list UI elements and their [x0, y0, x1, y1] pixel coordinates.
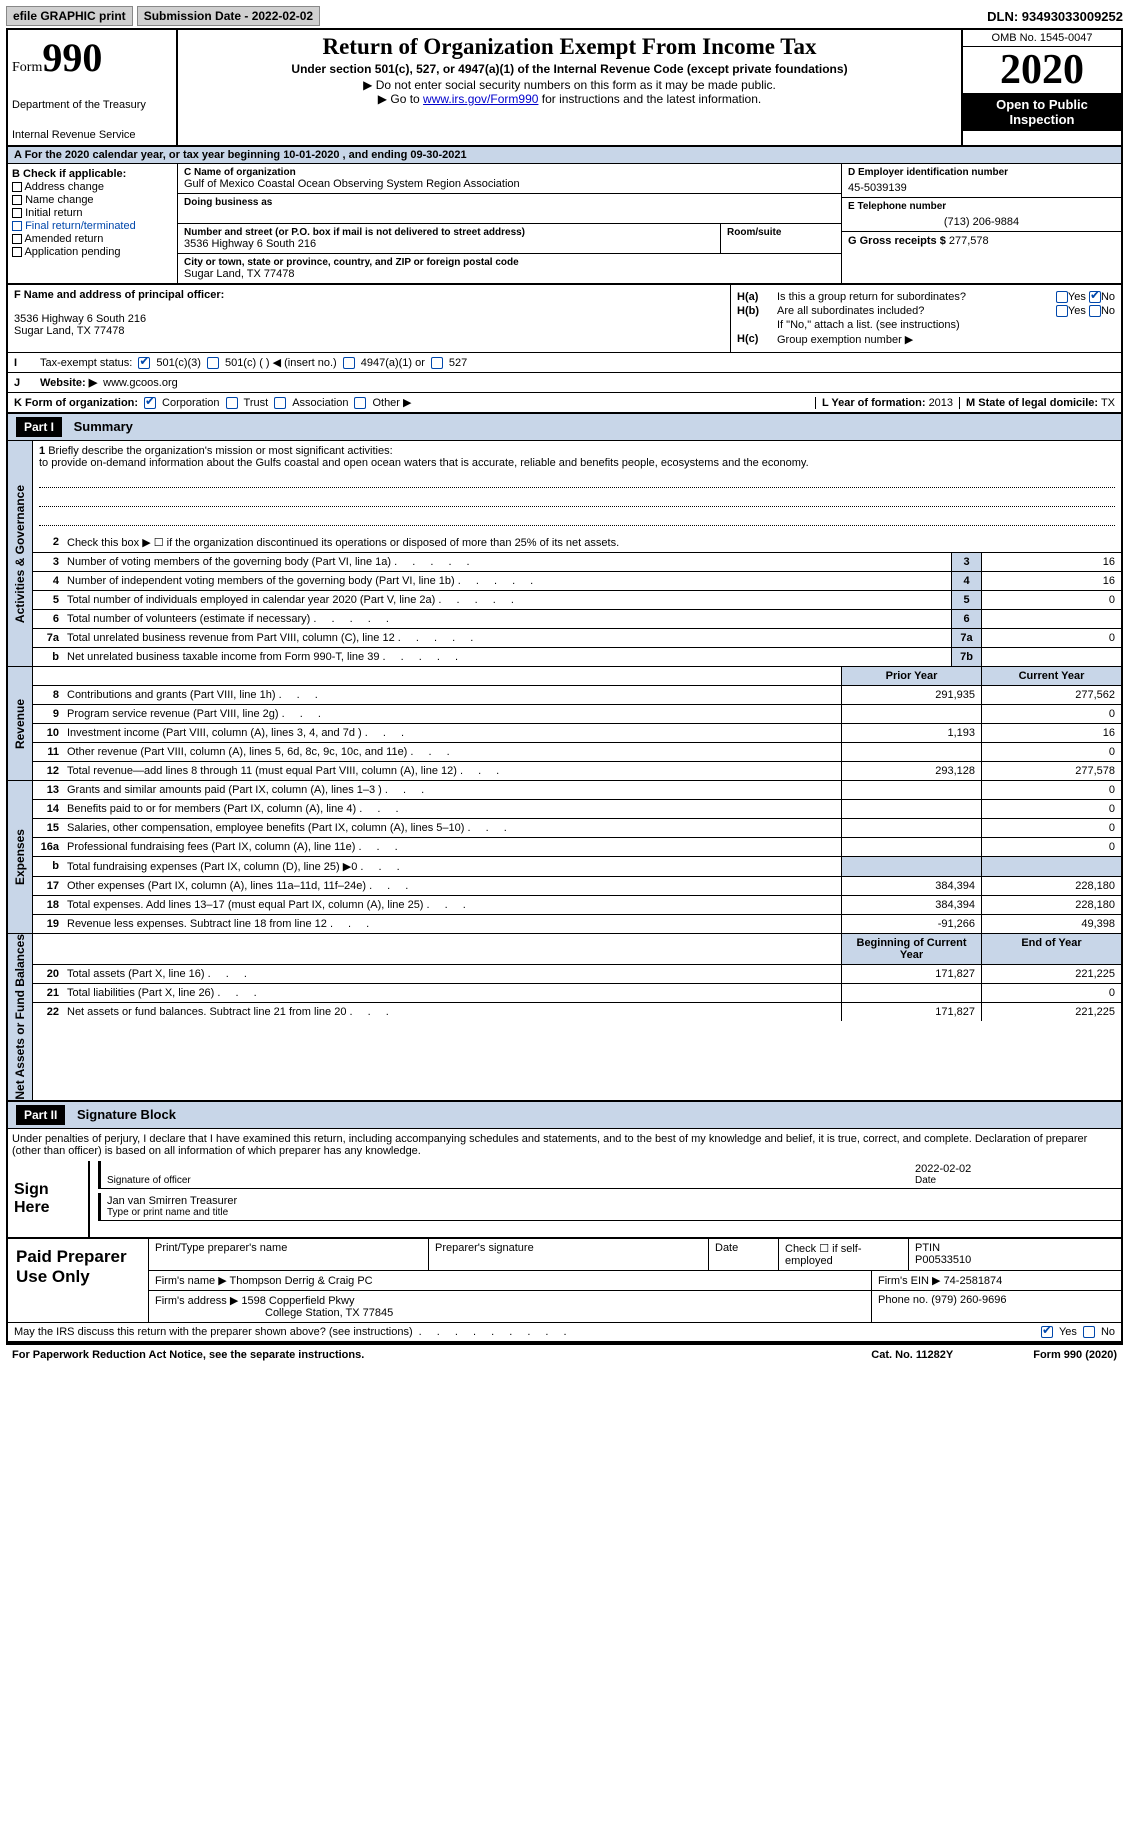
city-state: City or town, state or province, country…	[178, 254, 841, 283]
tax-year: 2020	[963, 47, 1121, 93]
org-form-row: K Form of organization: Corporation Trus…	[8, 393, 1121, 414]
rev-lines-8: 8Contributions and grants (Part VIII, li…	[33, 686, 1121, 705]
public-inspection: Open to Public Inspection	[963, 93, 1121, 131]
gov-line-4: 4Number of independent voting members of…	[33, 572, 1121, 591]
exp-lines-b: bTotal fundraising expenses (Part IX, co…	[33, 857, 1121, 877]
street-address: Number and street (or P.O. box if mail i…	[178, 224, 841, 254]
org-name: C Name of organization Gulf of Mexico Co…	[178, 164, 841, 194]
exp-lines-18: 18Total expenses. Add lines 13–17 (must …	[33, 896, 1121, 915]
dba: Doing business as	[178, 194, 841, 224]
discuss-row: May the IRS discuss this return with the…	[8, 1322, 1121, 1343]
form-number: Form990	[12, 34, 172, 81]
dept-treasury: Department of the Treasury	[12, 99, 172, 111]
exp-lines-15: 15Salaries, other compensation, employee…	[33, 819, 1121, 838]
part2-header: Part II Signature Block	[8, 1102, 1121, 1129]
gov-line-7a: 7aTotal unrelated business revenue from …	[33, 629, 1121, 648]
rev-lines-12: 12Total revenue—add lines 8 through 11 (…	[33, 762, 1121, 780]
preparer-row2: Firm's name ▶ Thompson Derrig & Craig PC…	[148, 1271, 1121, 1291]
tax-period: A For the 2020 calendar year, or tax yea…	[8, 147, 1121, 164]
top-bar: efile GRAPHIC print Submission Date - 20…	[6, 6, 1123, 26]
submission-date: Submission Date - 2022-02-02	[137, 6, 320, 26]
gov-line-3: 3Number of voting members of the governi…	[33, 553, 1121, 572]
exp-lines-19: 19Revenue less expenses. Subtract line 1…	[33, 915, 1121, 933]
mission-section: 1 Briefly describe the organization's mi…	[33, 441, 1121, 533]
tax-exempt-status: I Tax-exempt status: 501(c)(3) 501(c) ( …	[8, 353, 1121, 373]
ssn-note: ▶ Do not enter social security numbers o…	[182, 78, 957, 92]
goto-note: ▶ Go to www.irs.gov/Form990 for instruct…	[182, 92, 957, 106]
side-governance: Activities & Governance	[8, 441, 33, 666]
part1-header: Part I Summary	[8, 414, 1121, 441]
principal-officer: F Name and address of principal officer:…	[8, 285, 731, 352]
form-title: Return of Organization Exempt From Incom…	[182, 34, 957, 60]
exp-lines-16a: 16aProfessional fundraising fees (Part I…	[33, 838, 1121, 857]
irs-link[interactable]: www.irs.gov/Form990	[423, 92, 538, 106]
side-revenue: Revenue	[8, 667, 33, 780]
efile-print-button[interactable]: efile GRAPHIC print	[6, 6, 133, 26]
omb-number: OMB No. 1545-0047	[963, 30, 1121, 47]
box-b: B Check if applicable: Address change Na…	[8, 164, 178, 283]
form-subtitle: Under section 501(c), 527, or 4947(a)(1)…	[182, 62, 957, 76]
gov-line-b: bNet unrelated business taxable income f…	[33, 648, 1121, 666]
paid-preparer-label: Paid Preparer Use Only	[8, 1239, 148, 1322]
website-row: J Website: ▶ www.gcoos.org	[8, 373, 1121, 393]
rev-lines-11: 11Other revenue (Part VIII, column (A), …	[33, 743, 1121, 762]
line-2: 2Check this box ▶ ☐ if the organization …	[33, 533, 1121, 553]
gross-receipts: G Gross receipts $ 277,578	[842, 232, 1121, 250]
rev-lines-9: 9Program service revenue (Part VIII, lin…	[33, 705, 1121, 724]
irs-label: Internal Revenue Service	[12, 129, 172, 141]
form-990: Form990 Department of the Treasury Inter…	[6, 28, 1123, 1345]
officer-signature: Signature of officer 2022-02-02Date	[98, 1161, 1121, 1189]
rev-lines-10: 10Investment income (Part VIII, column (…	[33, 724, 1121, 743]
preparer-row1: Print/Type preparer's name Preparer's si…	[148, 1239, 1121, 1271]
officer-name: Jan van Smirren TreasurerType or print n…	[98, 1193, 1121, 1221]
gov-line-6: 6Total number of volunteers (estimate if…	[33, 610, 1121, 629]
sign-here-label: Sign Here	[8, 1161, 88, 1237]
net-lines-22: 22Net assets or fund balances. Subtract …	[33, 1003, 1121, 1021]
dln-number: DLN: 93493033009252	[987, 9, 1123, 24]
exp-lines-17: 17Other expenses (Part IX, column (A), l…	[33, 877, 1121, 896]
net-lines-20: 20Total assets (Part X, line 16) . . .17…	[33, 965, 1121, 984]
phone: E Telephone number (713) 206-9884	[842, 198, 1121, 232]
website-url: www.gcoos.org	[103, 377, 178, 389]
exp-lines-13: 13Grants and similar amounts paid (Part …	[33, 781, 1121, 800]
ein: D Employer identification number 45-5039…	[842, 164, 1121, 198]
side-expenses: Expenses	[8, 781, 33, 933]
signature-declaration: Under penalties of perjury, I declare th…	[8, 1129, 1121, 1161]
page-footer: For Paperwork Reduction Act Notice, see …	[6, 1345, 1123, 1365]
preparer-row3: Firm's address ▶ 1598 Copperfield PkwyCo…	[148, 1291, 1121, 1322]
box-h: H(a) Is this a group return for subordin…	[731, 285, 1121, 352]
side-netassets: Net Assets or Fund Balances	[8, 934, 33, 1100]
exp-lines-14: 14Benefits paid to or for members (Part …	[33, 800, 1121, 819]
gov-line-5: 5Total number of individuals employed in…	[33, 591, 1121, 610]
net-lines-21: 21Total liabilities (Part X, line 26) . …	[33, 984, 1121, 1003]
